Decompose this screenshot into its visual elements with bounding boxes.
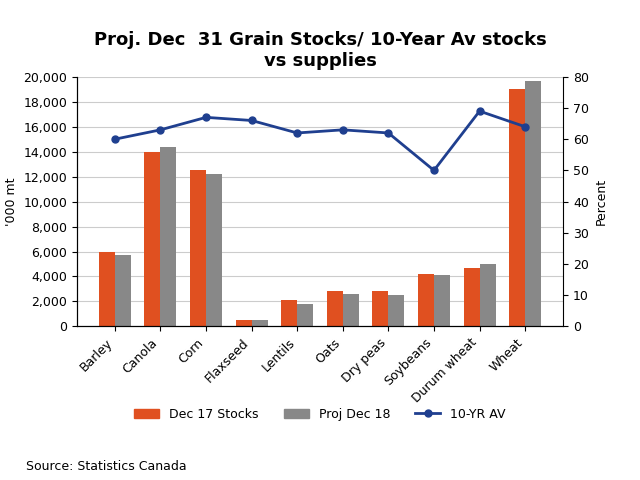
Line: 10-YR AV: 10-YR AV — [111, 108, 529, 174]
Bar — [297, 304, 313, 326]
Bar — [327, 291, 343, 326]
Title: Proj. Dec  31 Grain Stocks/ 10-Year Av stocks
vs supplies: Proj. Dec 31 Grain Stocks/ 10-Year Av st… — [93, 31, 547, 70]
Bar — [190, 170, 206, 326]
10-YR AV — [430, 168, 438, 173]
Bar — [434, 275, 450, 326]
10-YR AV — [385, 130, 392, 136]
Bar — [236, 320, 252, 326]
Bar — [206, 174, 222, 326]
Y-axis label: '000 mt: '000 mt — [4, 177, 18, 226]
Bar — [525, 81, 541, 326]
Bar — [115, 255, 131, 326]
Bar — [281, 300, 297, 326]
10-YR AV — [293, 130, 301, 136]
Bar — [372, 291, 388, 326]
Bar — [479, 264, 495, 326]
Y-axis label: Percent: Percent — [595, 178, 607, 225]
10-YR AV — [339, 127, 347, 133]
Text: Source: Statistics Canada: Source: Statistics Canada — [26, 460, 186, 473]
10-YR AV — [248, 118, 255, 123]
10-YR AV — [476, 108, 483, 114]
10-YR AV — [157, 127, 164, 133]
Bar — [145, 152, 161, 326]
Bar — [388, 295, 404, 326]
Legend: Dec 17 Stocks, Proj Dec 18, 10-YR AV: Dec 17 Stocks, Proj Dec 18, 10-YR AV — [129, 403, 511, 426]
Bar — [343, 294, 359, 326]
10-YR AV — [202, 115, 210, 120]
Bar — [161, 147, 177, 326]
10-YR AV — [522, 124, 529, 130]
10-YR AV — [111, 136, 118, 142]
Bar — [99, 252, 115, 326]
Bar — [463, 268, 479, 326]
Bar — [509, 89, 525, 326]
Bar — [252, 320, 268, 326]
Bar — [418, 274, 434, 326]
